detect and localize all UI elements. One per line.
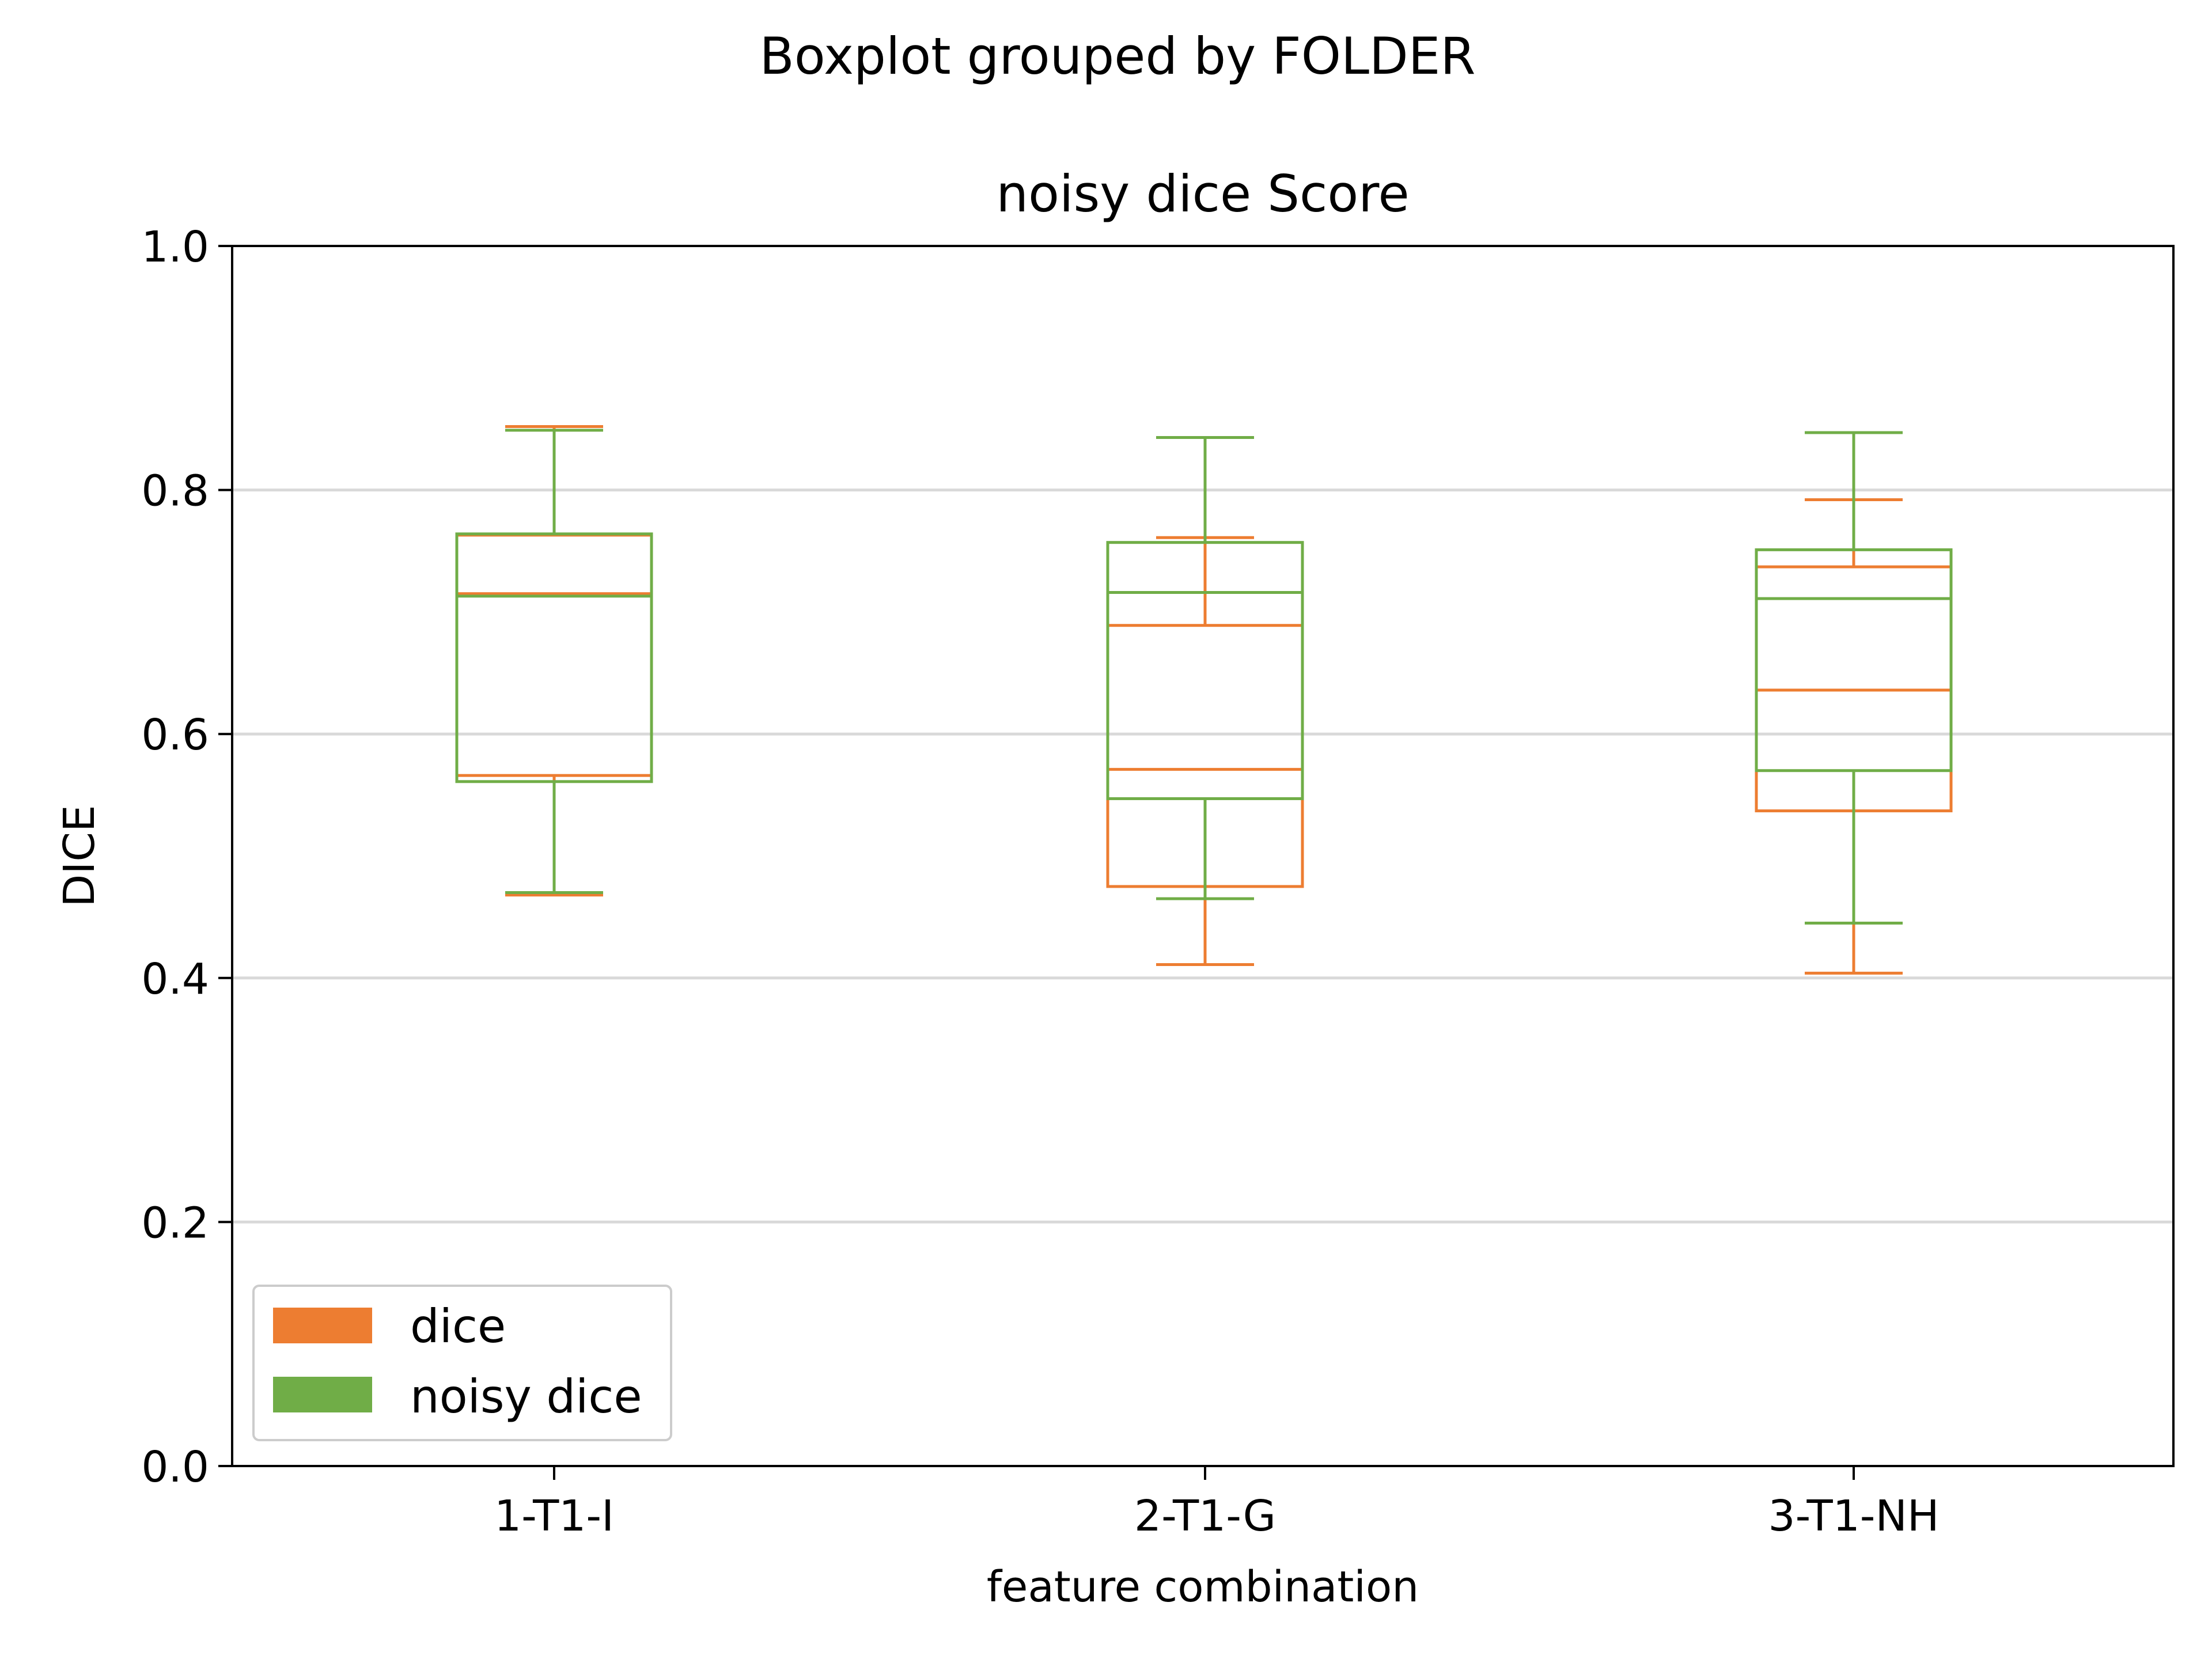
box-2-T1-G [1106,436,1304,900]
legend-label-noisy-dice: noisy dice [410,1370,642,1423]
figure-suptitle: Boxplot grouped by FOLDER [759,26,1475,86]
y-axis-label: DICE [55,805,104,907]
gridlines [232,488,2173,1224]
legend: dice noisy dice [252,1285,672,1441]
x-axis-label: feature combination [987,1562,1419,1612]
y-tick-label: 0.8 [141,467,209,516]
legend-swatch-noisy-dice [273,1377,372,1412]
y-axis: 0.0 0.2 0.4 0.6 0.8 1.0 [141,222,232,1492]
y-tick-label: 0.6 [141,710,209,760]
y-tick-label: 0.0 [141,1442,209,1492]
x-tick-label: 2-T1-G [1134,1491,1276,1541]
y-tick-label: 0.4 [141,955,209,1004]
x-axis: 1-T1-I 2-T1-G 3-T1-NH [494,1466,1939,1541]
series-noisy-dice [455,429,1953,925]
x-tick-label: 1-T1-I [494,1491,614,1541]
box-3-T1-NH [1755,431,1953,925]
x-tick-label: 3-T1-NH [1768,1491,1940,1541]
chart-title: noisy dice Score [996,164,1409,224]
box-1-T1-I [455,429,653,895]
plot-frame [231,245,2175,1467]
legend-label-dice: dice [410,1300,506,1353]
legend-swatch-dice [273,1308,372,1343]
y-tick-label: 1.0 [141,222,209,272]
box-series [455,425,1953,975]
y-tick-label: 0.2 [141,1198,209,1248]
